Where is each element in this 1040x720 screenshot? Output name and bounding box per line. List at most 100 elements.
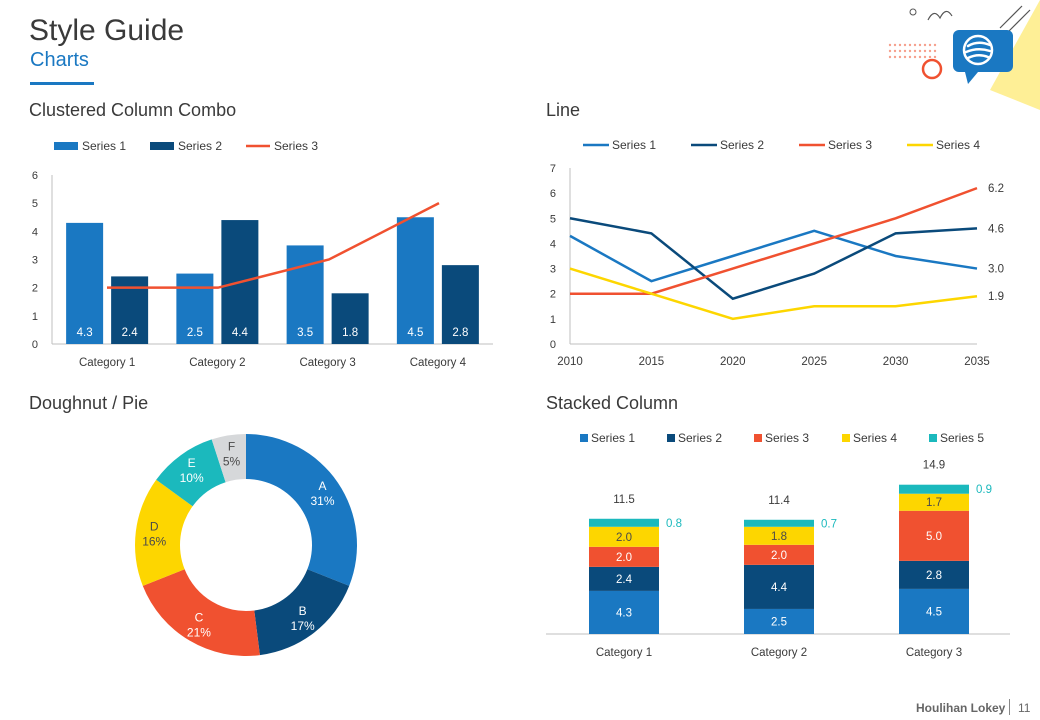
stack-segment-series-3 xyxy=(744,544,814,565)
slice-value-label: 31% xyxy=(310,494,334,508)
bar-series-2 xyxy=(331,293,369,344)
slice-D xyxy=(134,479,193,586)
stack-segment-series-2 xyxy=(899,560,969,589)
y-tick-label: 2 xyxy=(550,289,556,301)
slice-value-label: 10% xyxy=(180,471,204,485)
bar-series-1 xyxy=(176,273,214,344)
yellow-shape-decoration xyxy=(990,0,1040,110)
segment-data-label: 1.7 xyxy=(926,497,942,509)
bar-data-label: 4.3 xyxy=(77,327,93,339)
segment-data-label: 0.8 xyxy=(666,518,682,530)
line-chart-title: Line xyxy=(546,100,581,120)
stack-segment-series-1 xyxy=(589,590,659,634)
y-tick-label: 4 xyxy=(32,226,38,238)
legend-swatch-1 xyxy=(54,142,78,150)
slice-value-label: 21% xyxy=(187,626,211,640)
line-series-4 xyxy=(569,267,978,321)
stack-segment-series-2 xyxy=(589,566,659,591)
x-tick-label: 2030 xyxy=(883,356,909,368)
lines-decoration xyxy=(999,5,1031,33)
stack-segment-series-5 xyxy=(589,518,659,527)
y-tick-label: 3 xyxy=(550,264,556,276)
x-tick-label: 2015 xyxy=(639,356,665,368)
page-subtitle: Charts xyxy=(30,49,89,71)
slice-label: D xyxy=(150,519,159,533)
bar-data-label: 2.5 xyxy=(187,327,203,339)
legend-label-1: Series 1 xyxy=(82,139,126,153)
end-data-label: 6.2 xyxy=(988,183,1004,195)
pie-chart-title: Doughnut / Pie xyxy=(29,393,149,413)
x-tick-label: Category 4 xyxy=(410,357,467,369)
bar-data-label: 4.4 xyxy=(232,327,249,339)
combo-chart-title: Clustered Column Combo xyxy=(29,100,237,120)
y-tick-label: 5 xyxy=(550,213,556,225)
x-tick-label: 2025 xyxy=(801,356,827,368)
slice-label: B xyxy=(299,604,307,618)
slice-label: F xyxy=(228,440,235,454)
bar-series-1 xyxy=(66,222,104,344)
y-tick-label: 2 xyxy=(32,283,38,295)
x-tick-label: Category 1 xyxy=(79,357,135,369)
end-data-label: 1.9 xyxy=(988,291,1004,303)
footer-divider xyxy=(1009,699,1010,715)
y-tick-label: 7 xyxy=(550,163,556,175)
page-number: 11 xyxy=(1018,701,1031,715)
bar-series-2 xyxy=(441,265,479,344)
legend-swatch-2 xyxy=(667,434,675,442)
segment-data-label: 2.0 xyxy=(616,532,632,544)
legend-label-4: Series 4 xyxy=(853,431,897,445)
y-tick-label: 4 xyxy=(550,238,556,250)
bar-data-label: 2.8 xyxy=(452,327,468,339)
slice-E xyxy=(156,439,226,507)
slice-A xyxy=(246,434,358,586)
segment-data-label: 0.9 xyxy=(976,484,992,496)
y-tick-label: 0 xyxy=(550,339,556,351)
stack-segment-series-5 xyxy=(899,484,969,494)
segment-data-label: 5.0 xyxy=(926,531,942,543)
segment-data-label: 0.7 xyxy=(821,518,837,530)
legend-label-3: Series 3 xyxy=(274,139,318,153)
legend-label-1: Series 1 xyxy=(591,431,635,445)
stack-segment-series-4 xyxy=(744,526,814,545)
bar-series-1 xyxy=(286,245,324,344)
x-tick-label: Category 1 xyxy=(596,647,652,659)
bar-data-label: 3.5 xyxy=(297,327,313,339)
bar-series-1 xyxy=(396,217,434,344)
stack-segment-series-2 xyxy=(744,564,814,609)
legend-label-2: Series 2 xyxy=(678,431,722,445)
legend-label-5: Series 5 xyxy=(940,431,984,445)
squiggle-decoration xyxy=(927,10,953,21)
footer-brand: Houlihan Lokey xyxy=(916,701,1006,715)
stacked-chart-title: Stacked Column xyxy=(546,393,679,413)
x-tick-label: Category 2 xyxy=(751,647,807,659)
legend-label-1: Series 1 xyxy=(612,138,656,152)
bar-data-label: 4.5 xyxy=(407,327,423,339)
legend-label-3: Series 3 xyxy=(828,138,872,152)
segment-data-label: 2.8 xyxy=(926,570,942,582)
segment-data-label: 4.5 xyxy=(926,606,942,618)
x-tick-label: 2020 xyxy=(720,356,746,368)
y-tick-label: 6 xyxy=(32,170,38,182)
chat-logo-icon xyxy=(953,30,1013,84)
stack-segment-series-4 xyxy=(899,493,969,511)
x-tick-label: Category 2 xyxy=(189,357,245,369)
x-tick-label: Category 3 xyxy=(299,357,355,369)
x-tick-label: 2035 xyxy=(964,356,990,368)
stack-segment-series-1 xyxy=(744,608,814,634)
bar-data-label: 1.8 xyxy=(342,327,358,339)
stack-segment-series-4 xyxy=(589,526,659,547)
small-circle-decoration xyxy=(909,8,917,16)
dot-grid-decoration xyxy=(888,43,937,59)
segment-data-label: 2.5 xyxy=(771,616,787,628)
bar-series-2 xyxy=(111,276,149,344)
slice-label: A xyxy=(318,479,326,493)
slice-value-label: 5% xyxy=(223,455,241,469)
total-label: 11.4 xyxy=(768,495,790,507)
title-underline xyxy=(30,82,94,85)
slice-F xyxy=(211,434,246,483)
y-tick-label: 6 xyxy=(550,188,556,200)
x-tick-label: 2010 xyxy=(557,356,583,368)
y-tick-label: 1 xyxy=(32,311,38,323)
legend-label-3: Series 3 xyxy=(765,431,809,445)
slice-B xyxy=(254,569,350,656)
